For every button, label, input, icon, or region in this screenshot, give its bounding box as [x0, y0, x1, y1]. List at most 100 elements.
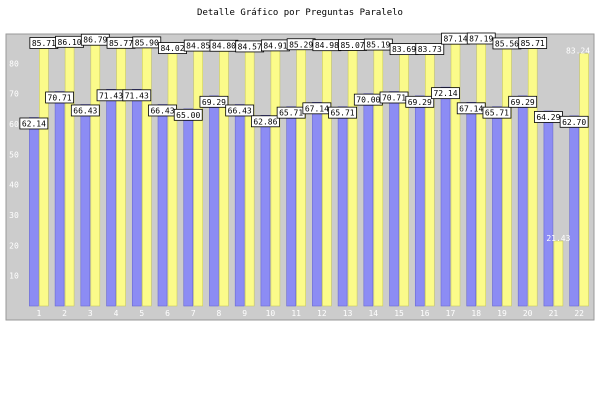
category-label: 8 [217, 309, 222, 318]
data-label: 70.71 [48, 93, 72, 102]
data-label: 70.00 [356, 96, 380, 105]
bar-series-2 [502, 46, 512, 307]
bar-series-1 [517, 95, 528, 307]
bar-series-1 [157, 104, 168, 307]
data-label: 72.14 [433, 89, 457, 98]
y-tick-label: 60 [9, 120, 19, 129]
bar-series-1 [466, 102, 477, 307]
data-label-box [559, 115, 589, 128]
bar-series-2 [450, 41, 461, 307]
bar-series-1 [183, 108, 194, 307]
bar-series-2 [141, 45, 152, 307]
bar-series-2 [527, 45, 538, 307]
data-label: 84.02 [160, 44, 184, 53]
bar-series-2 [39, 45, 49, 307]
bar-series-1 [363, 93, 374, 307]
category-label: 17 [446, 309, 456, 318]
data-label: 84.91 [263, 41, 287, 50]
bar-series-2 [244, 49, 255, 307]
bar-series-2 [116, 45, 126, 307]
category-label: 20 [523, 309, 533, 318]
data-label-box [19, 117, 49, 130]
bar-series-2 [373, 47, 384, 307]
category-label: 9 [242, 309, 247, 318]
bar-series-2 [399, 51, 409, 307]
bar-series-1 [260, 115, 271, 307]
category-label: 18 [471, 309, 481, 318]
bar-series-2 [219, 48, 229, 307]
data-label: 62.70 [562, 118, 586, 127]
bar-series-2 [64, 44, 75, 307]
data-label-box [508, 95, 538, 108]
data-label-box [328, 106, 357, 119]
data-label: 83.73 [418, 45, 442, 54]
data-label: 84.85 [186, 42, 210, 51]
bar-series-1 [312, 102, 322, 307]
data-label: 87.19 [469, 34, 493, 43]
data-label: 64.29 [536, 113, 560, 122]
data-label: 71.43 [99, 91, 123, 100]
data-label: 65.71 [331, 109, 355, 118]
data-label: 85.71 [521, 39, 545, 48]
y-tick-label: 30 [9, 211, 19, 220]
data-label: 62.14 [22, 119, 46, 128]
category-label: 4 [114, 309, 119, 318]
chart-title: Detalle Gráfico por Preguntas Paralelo [197, 8, 403, 18]
category-label: 11 [291, 309, 301, 318]
data-label: 67.14 [459, 104, 483, 113]
data-label-box [405, 95, 435, 108]
bar-series-2 [476, 41, 487, 307]
data-label-box [45, 91, 74, 104]
category-label: 13 [343, 309, 353, 318]
data-label: 69.29 [408, 98, 432, 107]
bar-series-1 [440, 86, 451, 307]
category-label: 2 [62, 309, 67, 318]
bar-series-1 [337, 106, 348, 307]
bar-series-1 [54, 91, 65, 307]
category-label: 12 [317, 309, 327, 318]
bar-series-2 [296, 46, 306, 307]
bar-series-1 [209, 95, 219, 307]
bar-series-1 [286, 106, 296, 307]
y-tick-label: 70 [9, 90, 19, 99]
data-label: 71.43 [125, 91, 149, 100]
data-label: 65.71 [485, 109, 509, 118]
bar-series-2 [579, 53, 589, 307]
bar-series-2 [90, 42, 101, 307]
data-label: 84.57 [238, 42, 262, 51]
data-label-box [225, 104, 255, 117]
category-label: 10 [266, 309, 276, 318]
bar-series-1 [414, 95, 425, 307]
data-label-box [122, 89, 152, 102]
bar-series-2 [193, 48, 204, 307]
data-label: 66.43 [228, 106, 252, 115]
category-label: 19 [497, 309, 507, 318]
data-label: 83.69 [392, 45, 416, 54]
data-label: 67.14 [305, 104, 329, 113]
bar-series-1 [80, 104, 91, 307]
category-label: 16 [420, 309, 430, 318]
bar-series-1 [131, 89, 142, 307]
data-label: 21.43 [546, 234, 570, 243]
y-tick-label: 40 [9, 181, 19, 190]
category-label: 6 [165, 309, 170, 318]
data-label: 85.29 [289, 40, 313, 49]
data-label: 83.24 [566, 46, 590, 55]
data-label: 66.43 [73, 106, 97, 115]
data-label: 86.79 [83, 36, 107, 45]
bar-series-2 [347, 47, 358, 307]
data-label-box [415, 43, 445, 55]
y-tick-label: 50 [9, 150, 19, 159]
y-tick-label: 10 [9, 272, 19, 281]
category-label: 5 [139, 309, 144, 318]
data-label: 85.77 [109, 39, 133, 48]
category-label: 14 [368, 309, 378, 318]
data-label: 85.71 [32, 39, 56, 48]
data-label: 62.86 [253, 117, 277, 126]
bar-series-1 [543, 110, 554, 307]
data-label: 85.07 [341, 41, 365, 50]
data-label-box [70, 104, 100, 117]
bar-series-1 [492, 106, 502, 307]
data-label: 85.19 [366, 41, 390, 50]
bar-series-2 [270, 48, 281, 307]
